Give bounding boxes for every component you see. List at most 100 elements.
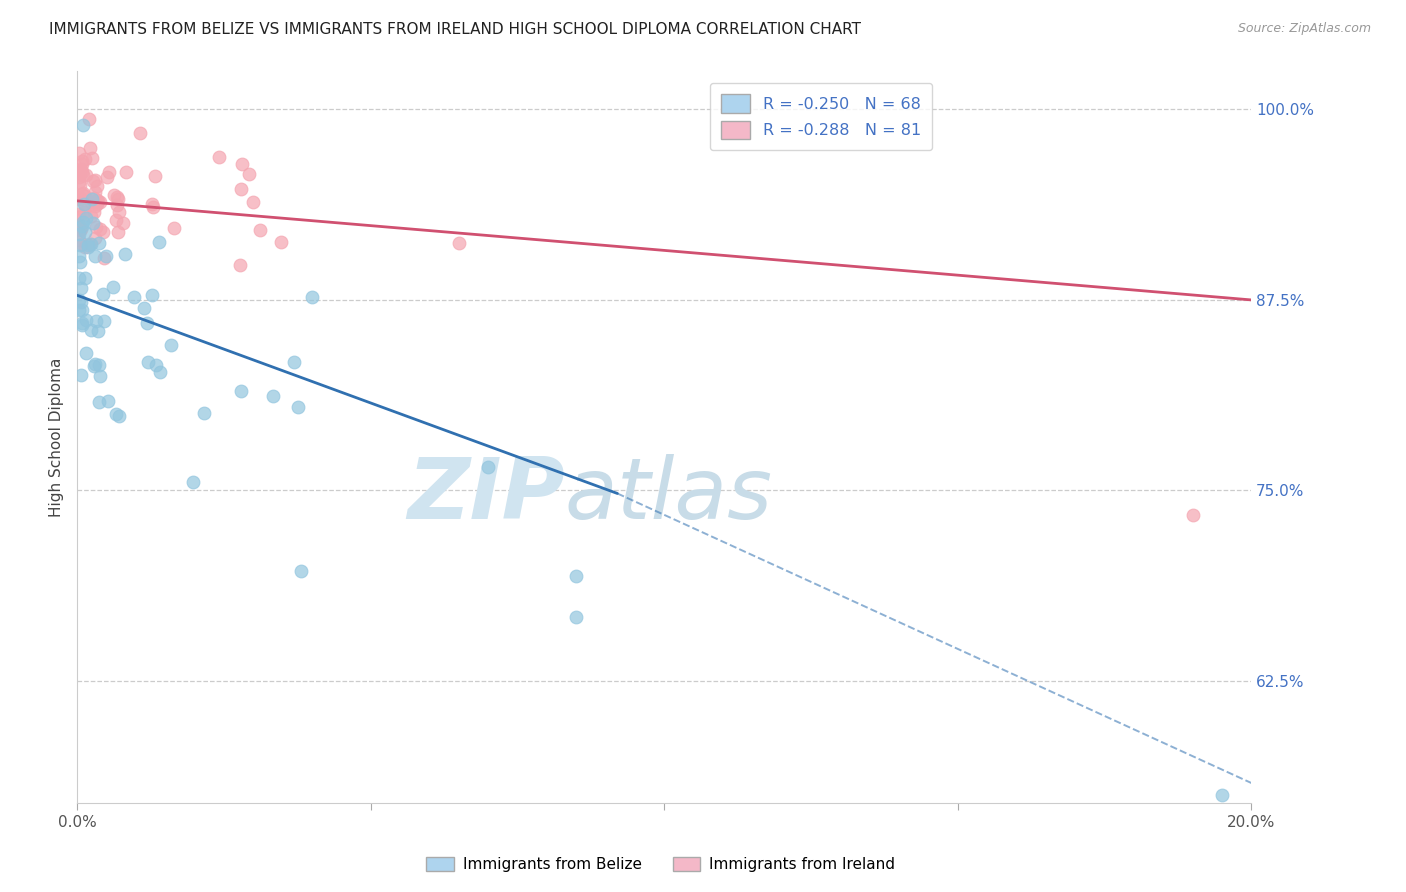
Point (70, 318, 93, 333)
Point (69, 161, 91, 176)
Point (75, 313, 97, 327)
Point (103, 187, 125, 202)
Point (115, 165, 138, 179)
Point (97, 393, 120, 408)
Point (96, 249, 118, 263)
Legend: Immigrants from Belize, Immigrants from Ireland: Immigrants from Belize, Immigrants from … (419, 849, 903, 880)
Point (93, 314, 115, 328)
Point (70, 164, 93, 178)
Point (84, 314, 107, 328)
Point (84, 199, 107, 213)
Point (136, 354, 159, 368)
Point (447, 236, 470, 251)
Point (103, 280, 125, 294)
Point (565, 610, 588, 624)
Point (70, 302, 93, 317)
Point (67, 190, 90, 204)
Point (89, 222, 111, 236)
Point (91, 287, 114, 301)
Point (80, 151, 103, 165)
Point (141, 288, 163, 302)
Point (70, 153, 93, 168)
Point (84, 220, 107, 235)
Point (77, 240, 100, 254)
Point (84, 230, 107, 244)
Point (141, 197, 163, 211)
Point (67, 249, 90, 263)
Point (159, 338, 181, 352)
Point (75, 199, 97, 213)
Point (75, 271, 97, 285)
Point (87, 194, 110, 208)
Point (193, 406, 215, 420)
Point (238, 167, 260, 181)
Point (96, 169, 118, 184)
Point (69, 192, 91, 206)
Point (249, 223, 271, 237)
Point (84, 185, 107, 199)
Point (111, 216, 134, 230)
Point (70, 219, 93, 233)
Point (104, 213, 127, 227)
Point (1181, 508, 1204, 522)
Point (1211, 788, 1233, 802)
Point (67, 146, 90, 161)
Text: ZIP: ZIP (406, 454, 565, 537)
Point (181, 475, 204, 490)
Point (67, 210, 90, 224)
Point (72, 186, 94, 201)
Point (86, 196, 108, 211)
Point (231, 157, 253, 171)
Point (83, 191, 105, 205)
Point (98, 164, 121, 178)
Point (70, 157, 93, 171)
Point (262, 389, 284, 403)
Point (77, 112, 100, 126)
Point (142, 200, 165, 214)
Point (287, 400, 309, 414)
Point (87, 235, 110, 250)
Point (107, 225, 129, 239)
Point (70, 368, 93, 382)
Point (148, 235, 170, 249)
Point (86, 194, 108, 209)
Text: Source: ZipAtlas.com: Source: ZipAtlas.com (1237, 22, 1371, 36)
Point (77, 238, 100, 252)
Y-axis label: High School Diploma: High School Diploma (49, 358, 65, 516)
Point (69, 223, 91, 237)
Point (128, 126, 150, 140)
Text: atlas: atlas (565, 454, 772, 537)
Point (75, 168, 97, 182)
Point (229, 182, 252, 196)
Point (107, 192, 129, 206)
Point (208, 150, 231, 164)
Point (69, 238, 91, 252)
Point (69, 166, 91, 180)
Point (79, 236, 101, 251)
Point (67, 175, 90, 189)
Point (67, 293, 90, 307)
Point (73, 189, 96, 203)
Point (67, 207, 90, 221)
Point (84, 173, 107, 187)
Legend: R = -0.250   N = 68, R = -0.288   N = 81: R = -0.250 N = 68, R = -0.288 N = 81 (710, 83, 932, 150)
Point (67, 220, 90, 235)
Point (70, 316, 93, 330)
Point (86, 178, 108, 193)
Point (72, 118, 94, 132)
Point (67, 233, 90, 247)
Point (93, 251, 115, 265)
Point (70, 295, 93, 310)
Point (69, 178, 91, 192)
Point (149, 365, 172, 379)
Point (67, 218, 90, 232)
Point (79, 236, 101, 251)
Point (270, 235, 292, 249)
Point (79, 141, 101, 155)
Point (229, 259, 252, 273)
Point (145, 169, 167, 183)
Point (87, 358, 110, 372)
Point (83, 359, 105, 373)
Point (87, 325, 110, 339)
Point (108, 409, 131, 424)
